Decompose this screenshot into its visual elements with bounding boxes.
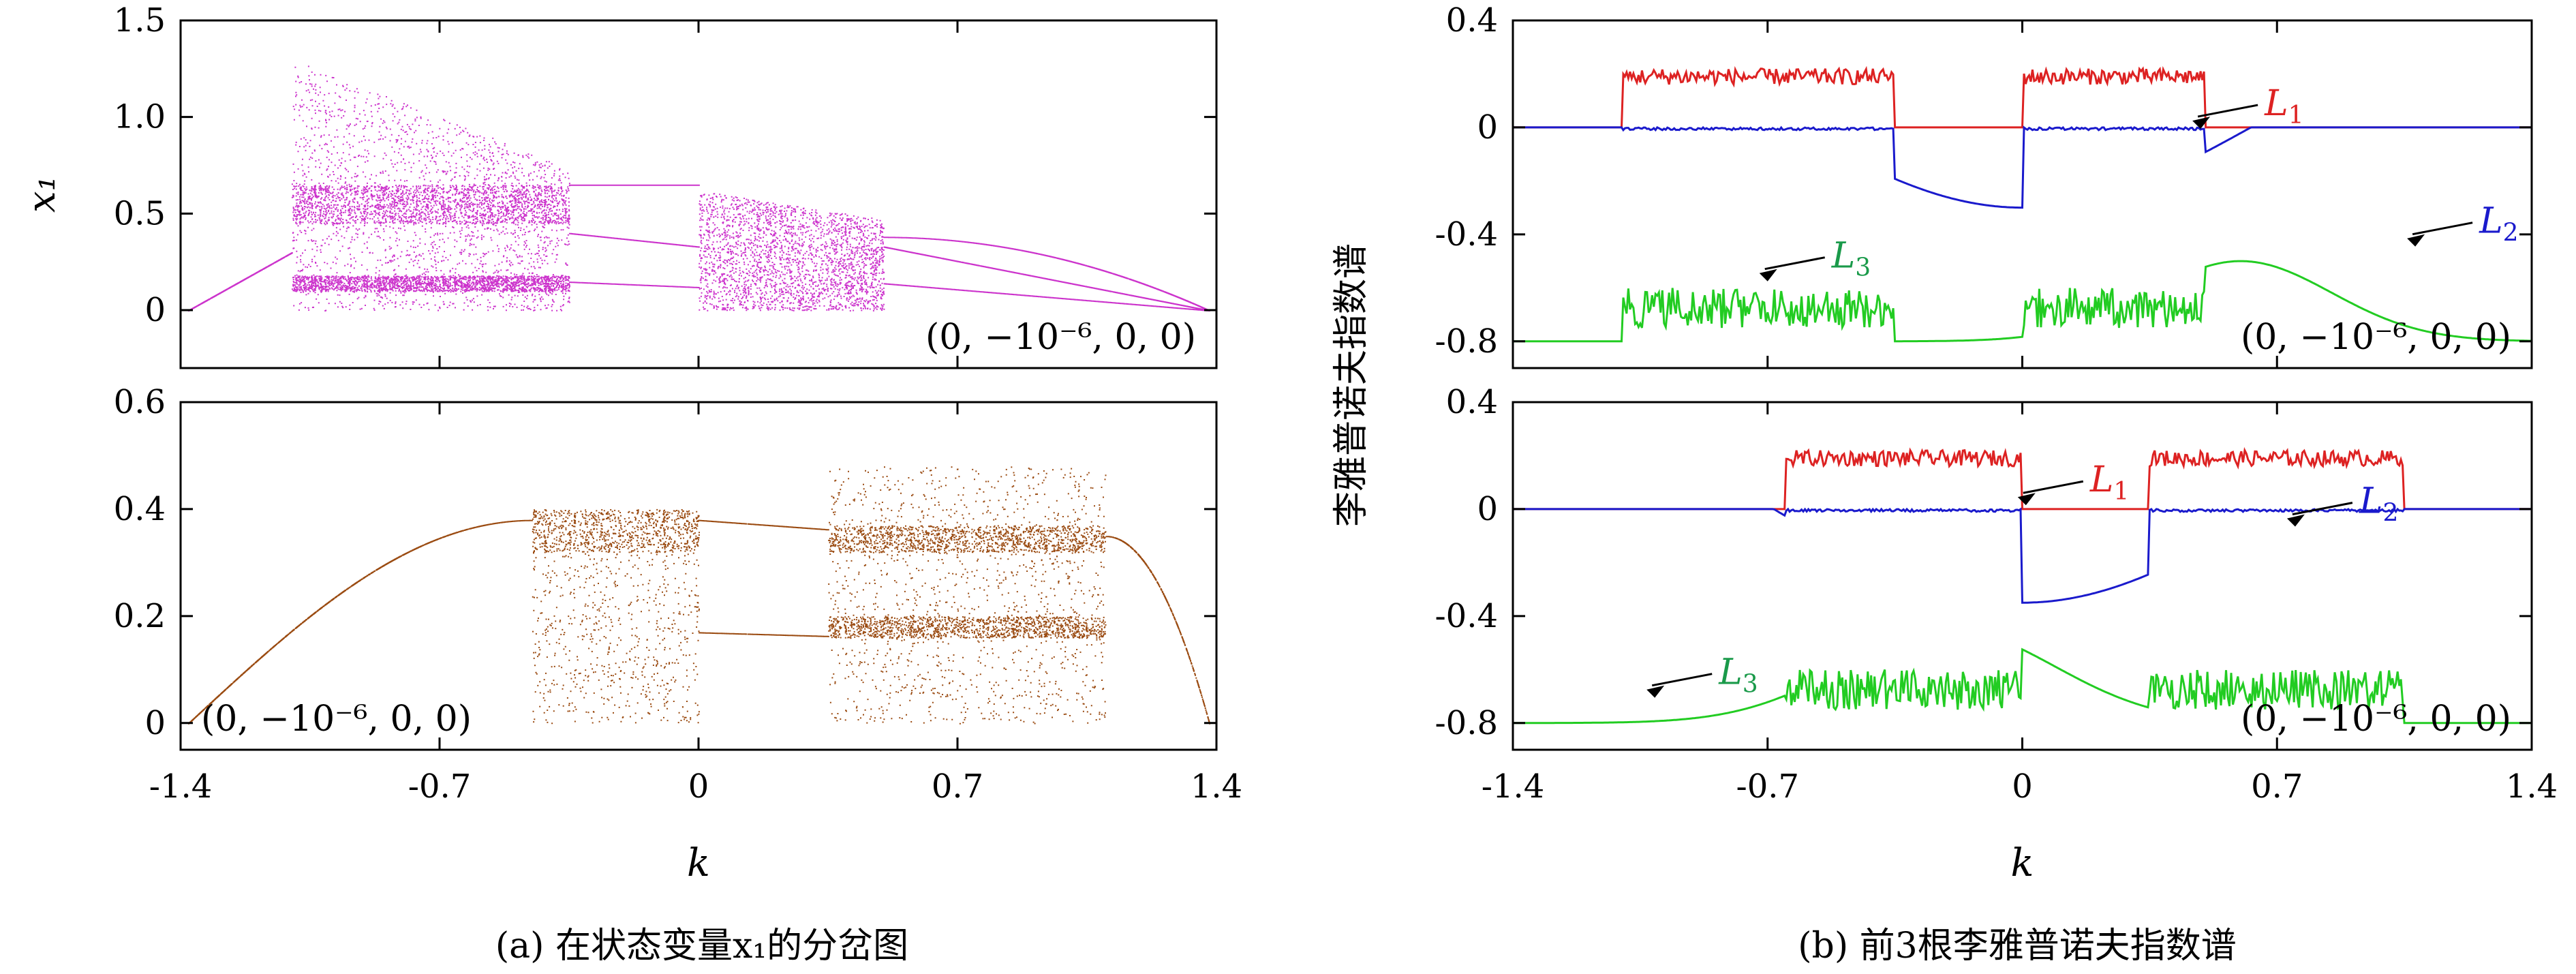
ylabel: x₁ (20, 176, 64, 213)
scatter-points-a-top (187, 65, 1210, 312)
xlabel: k (2011, 841, 2034, 885)
annotation-L2-b-bottom: L2 (2286, 481, 2398, 528)
annotation-label: L3 (1831, 236, 1871, 282)
xlabel: k (687, 841, 710, 885)
initial-condition-label: (0, −10⁻⁶, 0, 0) (2241, 699, 2511, 740)
annotation-L2-b-top: L2 (2407, 201, 2519, 247)
ytick-label: 0.4 (114, 490, 166, 528)
series-L1-b-top (1513, 65, 2532, 129)
ytick-label: 0 (1477, 108, 1498, 147)
plot-area-a-top (187, 65, 1210, 312)
annotation-L1-b-top: L1 (2192, 83, 2304, 130)
scatter-points-a-bottom (187, 466, 1211, 725)
caption-a: (a) 在状态变量x₁的分岔图 (495, 926, 908, 967)
xtick-label: -1.4 (149, 767, 213, 806)
annotation-label: L1 (2089, 459, 2129, 506)
annotation-label: L1 (2264, 83, 2303, 130)
series-L2-b-bottom (1513, 507, 2532, 604)
ytick-label: 0.4 (1446, 1, 1498, 40)
annotation-L3-b-bottom: L3 (1646, 652, 1758, 699)
frame-a-top (179, 19, 1218, 369)
plot-area-b-top (1513, 65, 2532, 343)
annotation-L3-b-top: L3 (1759, 236, 1871, 282)
xtick-label: 0 (2012, 767, 2033, 806)
annotation-label: L2 (2359, 481, 2398, 528)
xtick-label: -1.4 (1482, 767, 1545, 806)
ytick-label: -0.8 (1435, 322, 1498, 361)
ytick-label: 0.2 (114, 597, 166, 635)
chart-b-top: L1 L2 L3 0.4 0 -0.4 -0.8 李雅普诺夫指数谱 (0, −10⁻⁶, 0, … (1331, 1, 2533, 527)
xtick-label: 1.4 (2506, 767, 2558, 806)
xtick-label: 1.4 (1191, 767, 1242, 806)
plot-area-a-bottom (187, 466, 1211, 725)
chart-a-top: 0 0.5 1.0 1.5 x₁ (0, −10⁻⁶, 0, 0) (20, 1, 1218, 369)
xtick-label: -0.7 (1736, 767, 1799, 806)
annotation-label: L3 (1718, 652, 1758, 699)
ytick-label: 0.4 (1446, 383, 1498, 421)
chart-a-bottom: 0 0.2 0.4 0.6 -1.4 -0.7 0 0.7 1.4 k (0, −10⁻⁶, 0, … (114, 383, 1243, 885)
series-L2-b-top (1513, 125, 2532, 209)
series-L3-b-top (1513, 260, 2532, 343)
initial-condition-label: (0, −10⁻⁶, 0, 0) (201, 699, 472, 740)
xtick-label: 0 (688, 767, 709, 806)
plot-area-b-bottom (1513, 446, 2532, 725)
ytick-label: 0 (144, 704, 166, 742)
ylabel: 李雅普诺夫指数谱 (1331, 243, 1372, 527)
ytick-label: -0.8 (1435, 704, 1498, 742)
annotation-L1-b-bottom: L1 (2017, 459, 2129, 506)
initial-condition-label: (0, −10⁻⁶, 0, 0) (2241, 317, 2511, 358)
chart-b-bottom: L1 L2 L3 0.4 0 -0.4 -0.8 -1.4 -0.7 0 0.7 1.4 k (0, −1… (1435, 383, 2558, 885)
ytick-label: 0.6 (114, 383, 166, 421)
caption-b: (b) 前3根李雅普诺夫指数谱 (1798, 926, 2236, 967)
initial-condition-label: (0, −10⁻⁶, 0, 0) (925, 317, 1196, 358)
ytick-label: 0 (144, 291, 166, 329)
ytick-label: 1.0 (114, 98, 166, 136)
xtick-label: -0.7 (408, 767, 472, 806)
ytick-label: -0.4 (1435, 597, 1498, 635)
annotation-label: L2 (2479, 201, 2518, 247)
xtick-label: 0.7 (932, 767, 983, 806)
ytick-label: 0 (1477, 490, 1498, 528)
ytick-label: -0.4 (1435, 215, 1498, 254)
series-L3-b-bottom (1513, 648, 2532, 725)
ytick-label: 0.5 (114, 194, 166, 232)
ytick-label: 1.5 (114, 1, 166, 40)
xtick-label: 0.7 (2251, 767, 2303, 806)
